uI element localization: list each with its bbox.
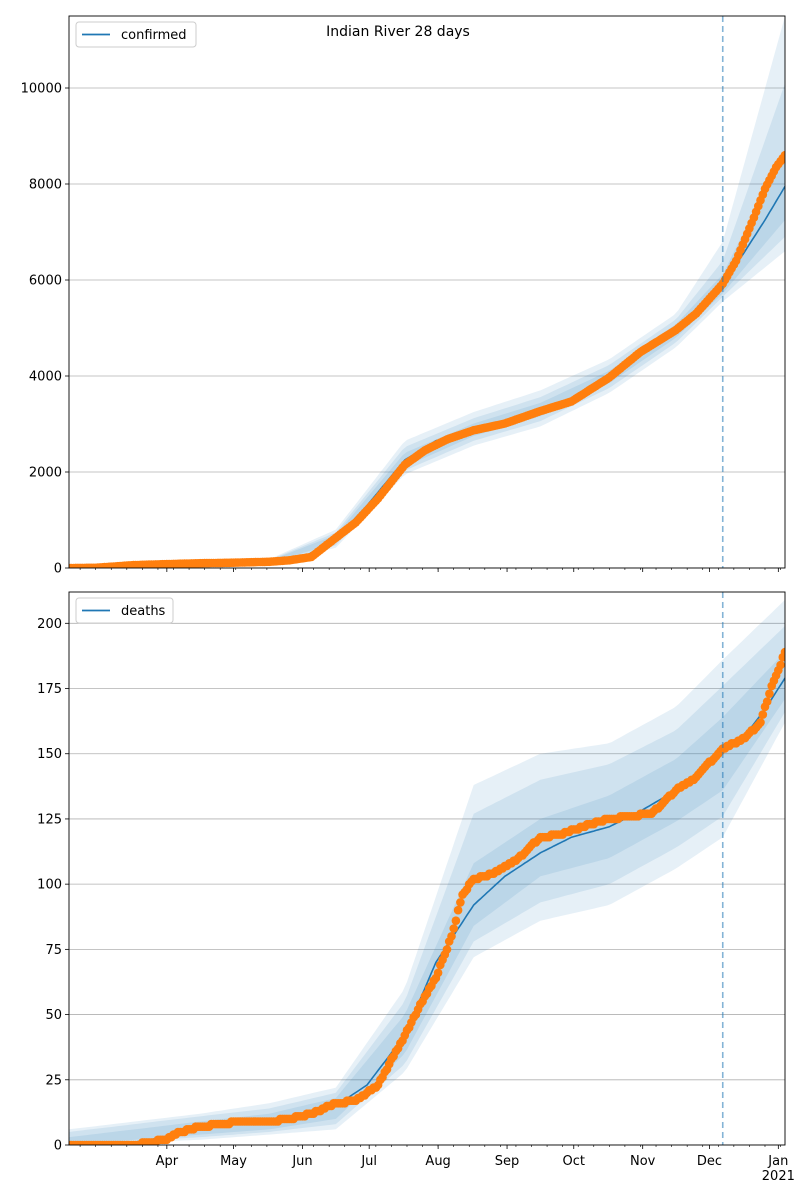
x-tick-label: May	[220, 1154, 247, 1169]
chart-title: Indian River 28 days	[326, 24, 470, 40]
observed-point	[451, 916, 461, 925]
legend: confirmed	[75, 21, 197, 48]
y-tick-label: 8000	[29, 178, 62, 193]
observed-point	[780, 150, 785, 160]
observed-point	[456, 898, 465, 907]
confirmed-panel: 0 2000 4000 6000 8000 10000 confirmed	[21, 15, 786, 577]
x-tick-label: Aug	[425, 1154, 450, 1169]
y-tick-label: 125	[37, 812, 62, 827]
legend: deaths	[75, 597, 174, 624]
observed-point	[453, 905, 463, 915]
legend-label: deaths	[121, 604, 166, 619]
legend-label: confirmed	[121, 28, 187, 43]
y-tick-label: 200	[37, 617, 62, 632]
y-tick-label: 6000	[29, 274, 62, 289]
observed-point	[762, 697, 772, 706]
observed-point	[449, 924, 459, 933]
observed-point	[758, 710, 768, 719]
x-tick-label: Jul	[360, 1154, 377, 1169]
plot-area	[69, 592, 785, 1145]
axes-frame	[68, 15, 786, 569]
y-tick-label: 0	[54, 1139, 62, 1154]
x-tick-label: 2021	[762, 1169, 795, 1184]
y-tick-label: 10000	[21, 82, 62, 97]
plot-area	[69, 16, 785, 568]
y-tick-label: 175	[37, 682, 62, 697]
y-tick-label: 2000	[29, 466, 62, 481]
deaths-panel: 0 25 50 75 100 125 150 175 200 Apr May Jun Jul Aug Sep…	[37, 591, 795, 1184]
observed-point	[765, 689, 774, 698]
observed-point	[756, 718, 765, 727]
observed-point	[433, 968, 443, 978]
x-tick-label: Dec	[697, 1154, 722, 1169]
observed-point	[447, 932, 456, 941]
uncertainty-band	[69, 599, 785, 1145]
y-tick-label: 4000	[29, 370, 62, 385]
x-tick-label: Jan	[767, 1154, 788, 1169]
x-tick-label: Oct	[563, 1154, 585, 1169]
y-tick-label: 0	[54, 562, 62, 577]
x-tick-label: Apr	[156, 1154, 179, 1169]
x-tick-label: Nov	[630, 1154, 656, 1169]
uncertainty-band	[69, 16, 785, 568]
y-tick-label: 75	[45, 943, 62, 958]
legend-box	[75, 597, 174, 624]
y-tick-label: 150	[37, 747, 62, 762]
observed-point	[780, 647, 785, 657]
uncertainty-band	[69, 625, 785, 1145]
observed-point	[776, 660, 785, 670]
legend-box	[75, 21, 197, 48]
uncertainty-band	[69, 150, 785, 568]
y-tick-label: 100	[37, 878, 62, 893]
x-tick-label: Jun	[291, 1154, 312, 1169]
axes-frame	[68, 591, 786, 1146]
model-line	[69, 185, 785, 568]
observed-point	[442, 945, 452, 954]
y-tick-label: 50	[45, 1008, 62, 1023]
x-tick-label: Sep	[495, 1154, 520, 1169]
y-tick-label: 25	[45, 1073, 62, 1088]
